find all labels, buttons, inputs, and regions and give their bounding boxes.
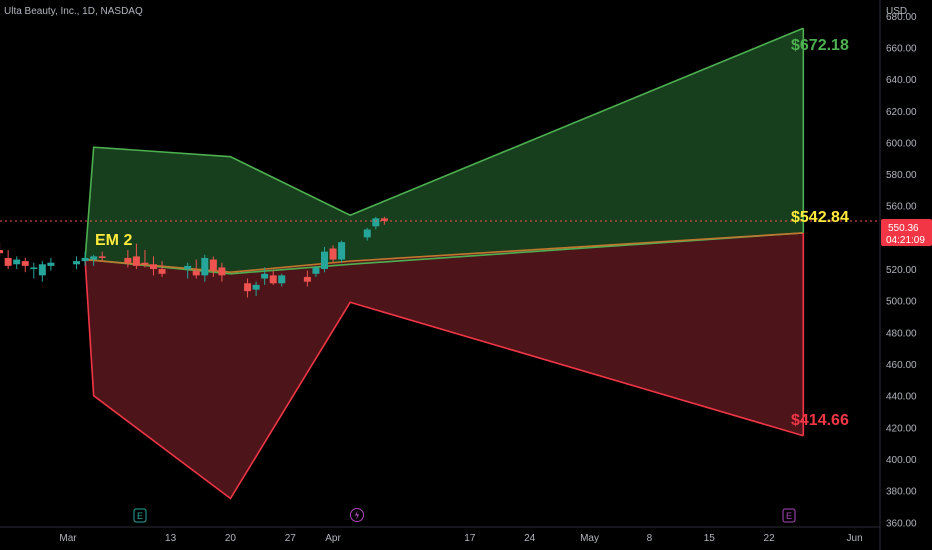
upper-band-line [84,27,804,260]
candle [81,251,89,266]
price-tick-label: 680.00 [886,12,917,23]
lower-band-fill [85,232,804,499]
earnings-icon[interactable]: E [782,508,796,523]
svg-text:E: E [786,511,792,521]
candle [4,250,12,270]
lower-band-line [84,259,804,500]
candle [218,262,226,282]
mid-band-value: $542.84 [791,209,849,226]
price-tick-label: 660.00 [886,43,917,54]
candle [150,256,157,276]
price-tick-label: 600.00 [886,138,917,149]
candle [192,259,200,279]
candle [303,270,311,287]
candle [269,270,277,285]
time-tick-label: 15 [704,533,716,544]
price-tick-label: 520.00 [886,265,917,276]
candle [278,273,286,287]
price-tick-label: 380.00 [886,487,917,498]
expected-move-bands [84,27,805,500]
time-tick-label: 13 [165,533,177,544]
time-tick-label: May [580,533,599,544]
price-tag-countdown: 04:21:09 [886,235,925,246]
candle [252,281,260,296]
price-tick-label: 480.00 [886,328,917,339]
lower-band-value: $414.66 [791,412,849,429]
time-tick-label: 8 [647,533,653,544]
candle [47,257,55,271]
candle [201,254,209,282]
candle [261,267,269,285]
price-tick-label: 500.00 [886,297,917,308]
candle [312,265,320,277]
earnings-icon[interactable]: E [133,508,147,523]
candle [73,256,81,270]
candle [184,262,192,279]
price-tick-label: 400.00 [886,455,917,466]
candle [0,242,4,257]
candle [158,261,166,277]
candle [244,278,252,298]
time-tick-label: Jun [847,533,863,544]
candle [329,245,337,263]
price-tick-label: 580.00 [886,170,917,181]
candle [21,257,29,273]
candle [141,250,149,268]
lower-inner-line [85,232,804,274]
candle [363,227,371,241]
chart-title: Ulta Beauty, Inc., 1D, NASDAQ [4,6,143,17]
em-label: EM 2 [95,232,132,249]
price-tick-label: 360.00 [886,518,917,529]
price-tick-label: 420.00 [886,423,917,434]
time-tick-label: 27 [285,533,297,544]
upper-band-value: $672.18 [791,37,849,54]
time-tick-label: Mar [59,533,77,544]
currency-label: USD [886,6,907,17]
candle [38,261,46,282]
dividend-icon[interactable] [350,508,364,522]
svg-text:E: E [137,511,143,521]
candlestick-series [0,216,388,298]
time-tick-label: 22 [764,533,776,544]
candle [90,254,98,266]
price-tick-label: 560.00 [886,202,917,213]
candle [338,240,346,263]
candle [321,246,328,273]
candle [30,262,38,279]
time-tick-label: 24 [524,533,536,544]
price-tick-label: 440.00 [886,392,917,403]
current-price-tag: 550.36 04:21:09 [881,219,932,246]
candle [13,256,21,270]
candle [372,216,380,230]
time-axis-ticks[interactable]: Mar 13 20 27 Apr 17 24 May 8 15 22 Jun [59,533,862,544]
price-tick-label: 640.00 [886,75,917,86]
time-tick-label: 17 [464,533,476,544]
time-tick-label: Apr [325,533,341,544]
upper-band-fill [85,28,804,274]
candle [380,216,388,225]
candle [132,243,140,270]
price-tag-value: 550.36 [888,223,919,234]
time-tick-label: 20 [225,533,237,544]
price-tick-label: 460.00 [886,360,917,371]
candle [98,251,106,262]
price-tick-label: 620.00 [886,107,917,118]
candle [209,256,217,277]
candle [124,250,132,268]
price-tag-background [881,219,932,246]
